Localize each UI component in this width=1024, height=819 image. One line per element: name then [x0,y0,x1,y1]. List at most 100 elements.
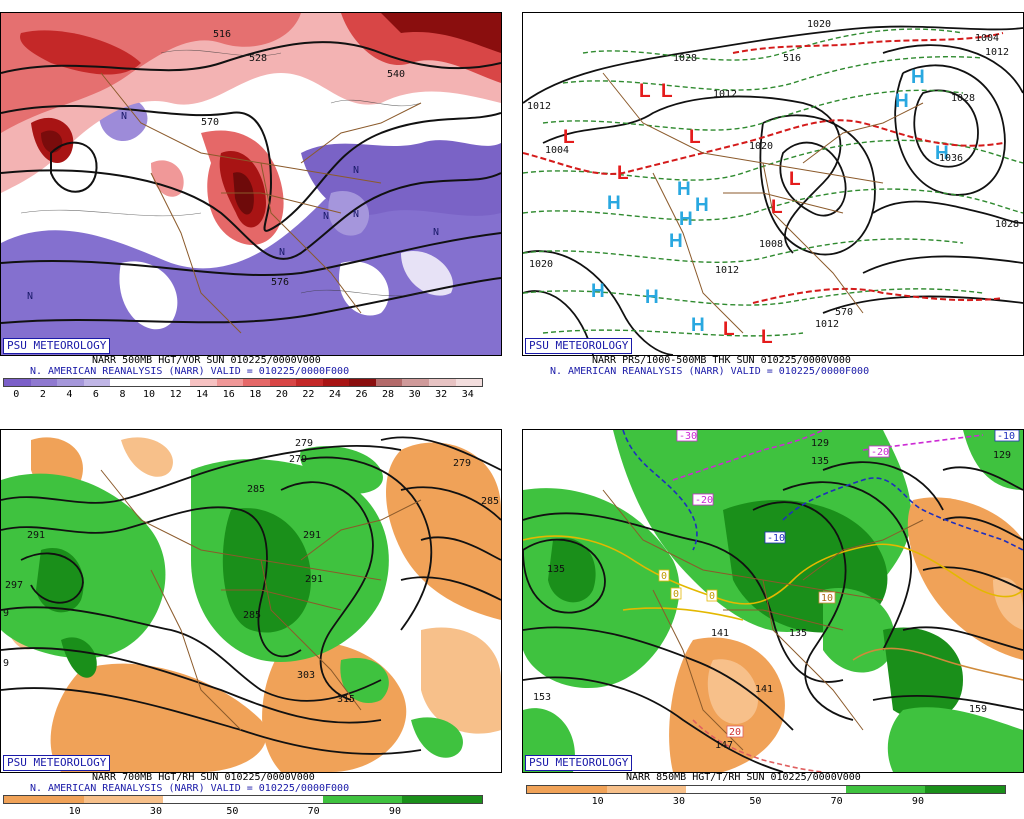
colorbar-tick-label: 16 [222,389,235,400]
contour-label: 315 [337,694,355,705]
colorbar-tick-label: 10 [143,389,156,400]
colorbar-swatch [4,379,31,386]
contour-label: 153 [533,692,551,703]
panel-title: NARR PRS/1000-500MB THK SUN 010225/0000V… [592,355,851,366]
colorbar-swatch [57,379,84,386]
temp-label-box [764,531,786,544]
colorbar-swatch [925,786,1006,793]
colorbar-tick-label: 6 [92,389,99,400]
high-pressure-marker: H [591,281,605,302]
contour-label: 141 [755,684,773,695]
humidity-700mb-map: 279 279 285 291 297 291 303 291 285 9 9 … [0,429,502,773]
panel-subtitle: N. AMERICAN REANALYSIS (NARR) VALID = 01… [30,783,350,794]
contour-label: 279 [453,458,471,469]
panel-title: NARR 850MB HGT/T/RH SUN 010225/0000V000 [626,772,861,783]
colorbar-swatch [322,796,403,803]
contour-label: 1036 [939,153,963,164]
psu-branding: PSU METEOROLOGY [525,755,633,771]
psu-branding: PSU METEOROLOGY [3,338,111,354]
contour-label: 1012 [715,265,739,276]
temp-label: 0 [673,589,679,600]
colorbar-swatch [527,786,607,793]
contour-label: 285 [247,484,265,495]
temp-label-box [818,591,836,604]
high-pressure-marker: H [691,315,705,336]
vorticity-min-marker: N [433,227,439,238]
temp-label-box [670,587,682,600]
temp-label: -20 [695,495,713,506]
contour-label: 1004 [975,33,999,44]
contour-label: 570 [835,307,853,318]
vorticity-colorbar [3,378,483,387]
vorticity-min-marker: N [323,211,329,222]
colorbar-swatch [30,379,58,386]
high-pressure-marker: H [607,193,621,214]
temp-label: 10 [821,593,833,604]
contour-label: 9 [3,608,9,619]
contour-label: 516 [783,53,801,64]
contour-label: 9 [3,658,9,669]
contour-label: 291 [27,530,45,541]
colorbar-swatch [163,379,190,386]
vorticity-colorbar-ticks: 0 2 4 6 8 10 12 14 16 18 20 22 24 26 28 30 32 34 [3,389,481,401]
colorbar-tick-label: 12 [169,389,182,400]
colorbar-tick-label: 30 [408,389,421,400]
temp-label-box [658,569,670,582]
contour-label: 1012 [985,47,1009,58]
vorticity-min-marker: N [353,165,359,176]
colorbar-tick-label: 90 [388,806,401,817]
colorbar-tick-label: 30 [149,806,162,817]
temp-label: -20 [871,447,889,458]
temp-label-box [706,589,718,602]
colorbar-tick-label: 28 [382,389,395,400]
temp-label: 0 [661,571,667,582]
temp-label: 20 [729,727,741,738]
low-pressure-marker: L [761,327,773,348]
psu-branding: PSU METEOROLOGY [525,338,633,354]
low-pressure-marker: L [723,319,735,340]
colorbar-swatch [110,379,137,386]
temp-label-box [994,430,1020,442]
colorbar-swatch [349,379,376,386]
panel-title: NARR 700MB HGT/RH SUN 010225/0000V000 [92,772,315,783]
contour-label: 147 [715,740,733,751]
colorbar-tick-label: 22 [302,389,315,400]
humidity-850mb-colorbar-ticks: 10 30 50 70 90 [526,796,1004,808]
temp-label: -30 [679,431,697,442]
colorbar-swatch [375,379,403,386]
high-pressure-marker: H [935,143,949,164]
colorbar-swatch [243,796,323,803]
contour-label: 1012 [713,89,737,100]
panel-500mb-vorticity: 516 528 540 570 576 N N N N N N N PSU ME… [0,0,503,404]
low-pressure-marker: L [689,127,701,148]
low-pressure-marker: L [639,81,651,102]
contour-label: 1020 [807,19,831,30]
low-pressure-marker: L [617,163,629,184]
high-pressure-marker: H [679,209,693,230]
colorbar-tick-label: 30 [672,796,685,807]
low-pressure-marker: L [661,81,673,102]
colorbar-swatch [402,379,429,386]
contour-label: 1020 [749,141,773,152]
colorbar-tick-label: 10 [68,806,81,817]
vorticity-min-marker: N [353,209,359,220]
high-pressure-marker: H [695,195,709,216]
colorbar-swatch [243,379,270,386]
contour-label: 1012 [527,101,551,112]
contour-label: 279 [295,438,313,449]
contour-label: 129 [993,450,1011,461]
colorbar-tick-label: 2 [39,389,46,400]
contour-label: 135 [547,564,565,575]
temp-humidity-850mb-map: 129 135 135 141 135 141 147 153 159 129 … [522,429,1024,773]
colorbar-swatch [845,786,926,793]
temp-label-box [676,430,698,442]
temp-label-box [692,493,714,506]
contour-label: 135 [811,456,829,467]
colorbar-swatch [83,379,111,386]
colorbar-swatch [189,379,217,386]
panel-subtitle: N. AMERICAN REANALYSIS (NARR) VALID = 01… [30,366,350,377]
panel-sea-level-pressure: H H H H H H H H H H H L L L L L L L L [522,0,1024,404]
colorbar-tick-label: 18 [249,389,262,400]
temp-label: -10 [997,431,1015,442]
colorbar-swatch [429,379,456,386]
